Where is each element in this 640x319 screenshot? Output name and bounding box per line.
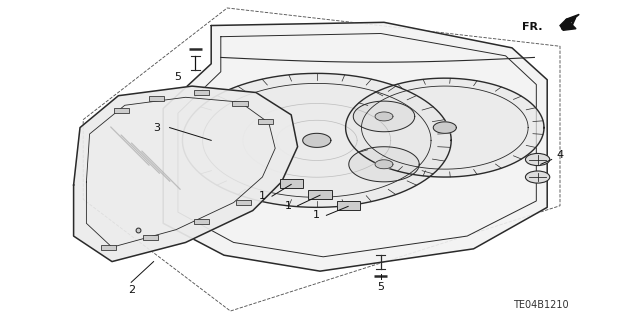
Text: 5: 5: [378, 282, 384, 292]
Bar: [149, 96, 164, 101]
Bar: [232, 101, 248, 106]
Polygon shape: [349, 147, 419, 182]
Polygon shape: [353, 101, 415, 132]
Bar: [280, 179, 303, 188]
Text: 4: 4: [556, 150, 564, 160]
Bar: [337, 201, 360, 210]
Bar: [258, 119, 273, 124]
Bar: [194, 90, 209, 95]
Polygon shape: [433, 122, 456, 133]
Polygon shape: [346, 78, 544, 177]
Circle shape: [525, 153, 550, 166]
Text: 1: 1: [285, 201, 291, 211]
Text: 1: 1: [259, 191, 266, 201]
Polygon shape: [303, 133, 331, 147]
Text: 3: 3: [154, 122, 160, 133]
Polygon shape: [375, 160, 393, 169]
Text: TE04B1210: TE04B1210: [513, 300, 568, 310]
Text: 1: 1: [314, 210, 320, 220]
Bar: [194, 219, 209, 224]
Bar: [308, 190, 332, 199]
Circle shape: [525, 171, 550, 183]
Bar: [101, 245, 116, 250]
Polygon shape: [182, 73, 451, 207]
Polygon shape: [560, 14, 579, 30]
Bar: [143, 235, 158, 240]
Polygon shape: [375, 112, 393, 121]
Bar: [114, 108, 129, 113]
Polygon shape: [74, 86, 298, 262]
Bar: [236, 200, 251, 205]
Polygon shape: [163, 22, 547, 271]
Text: 5: 5: [175, 71, 181, 82]
Text: 2: 2: [127, 285, 135, 295]
Text: FR.: FR.: [522, 22, 543, 32]
